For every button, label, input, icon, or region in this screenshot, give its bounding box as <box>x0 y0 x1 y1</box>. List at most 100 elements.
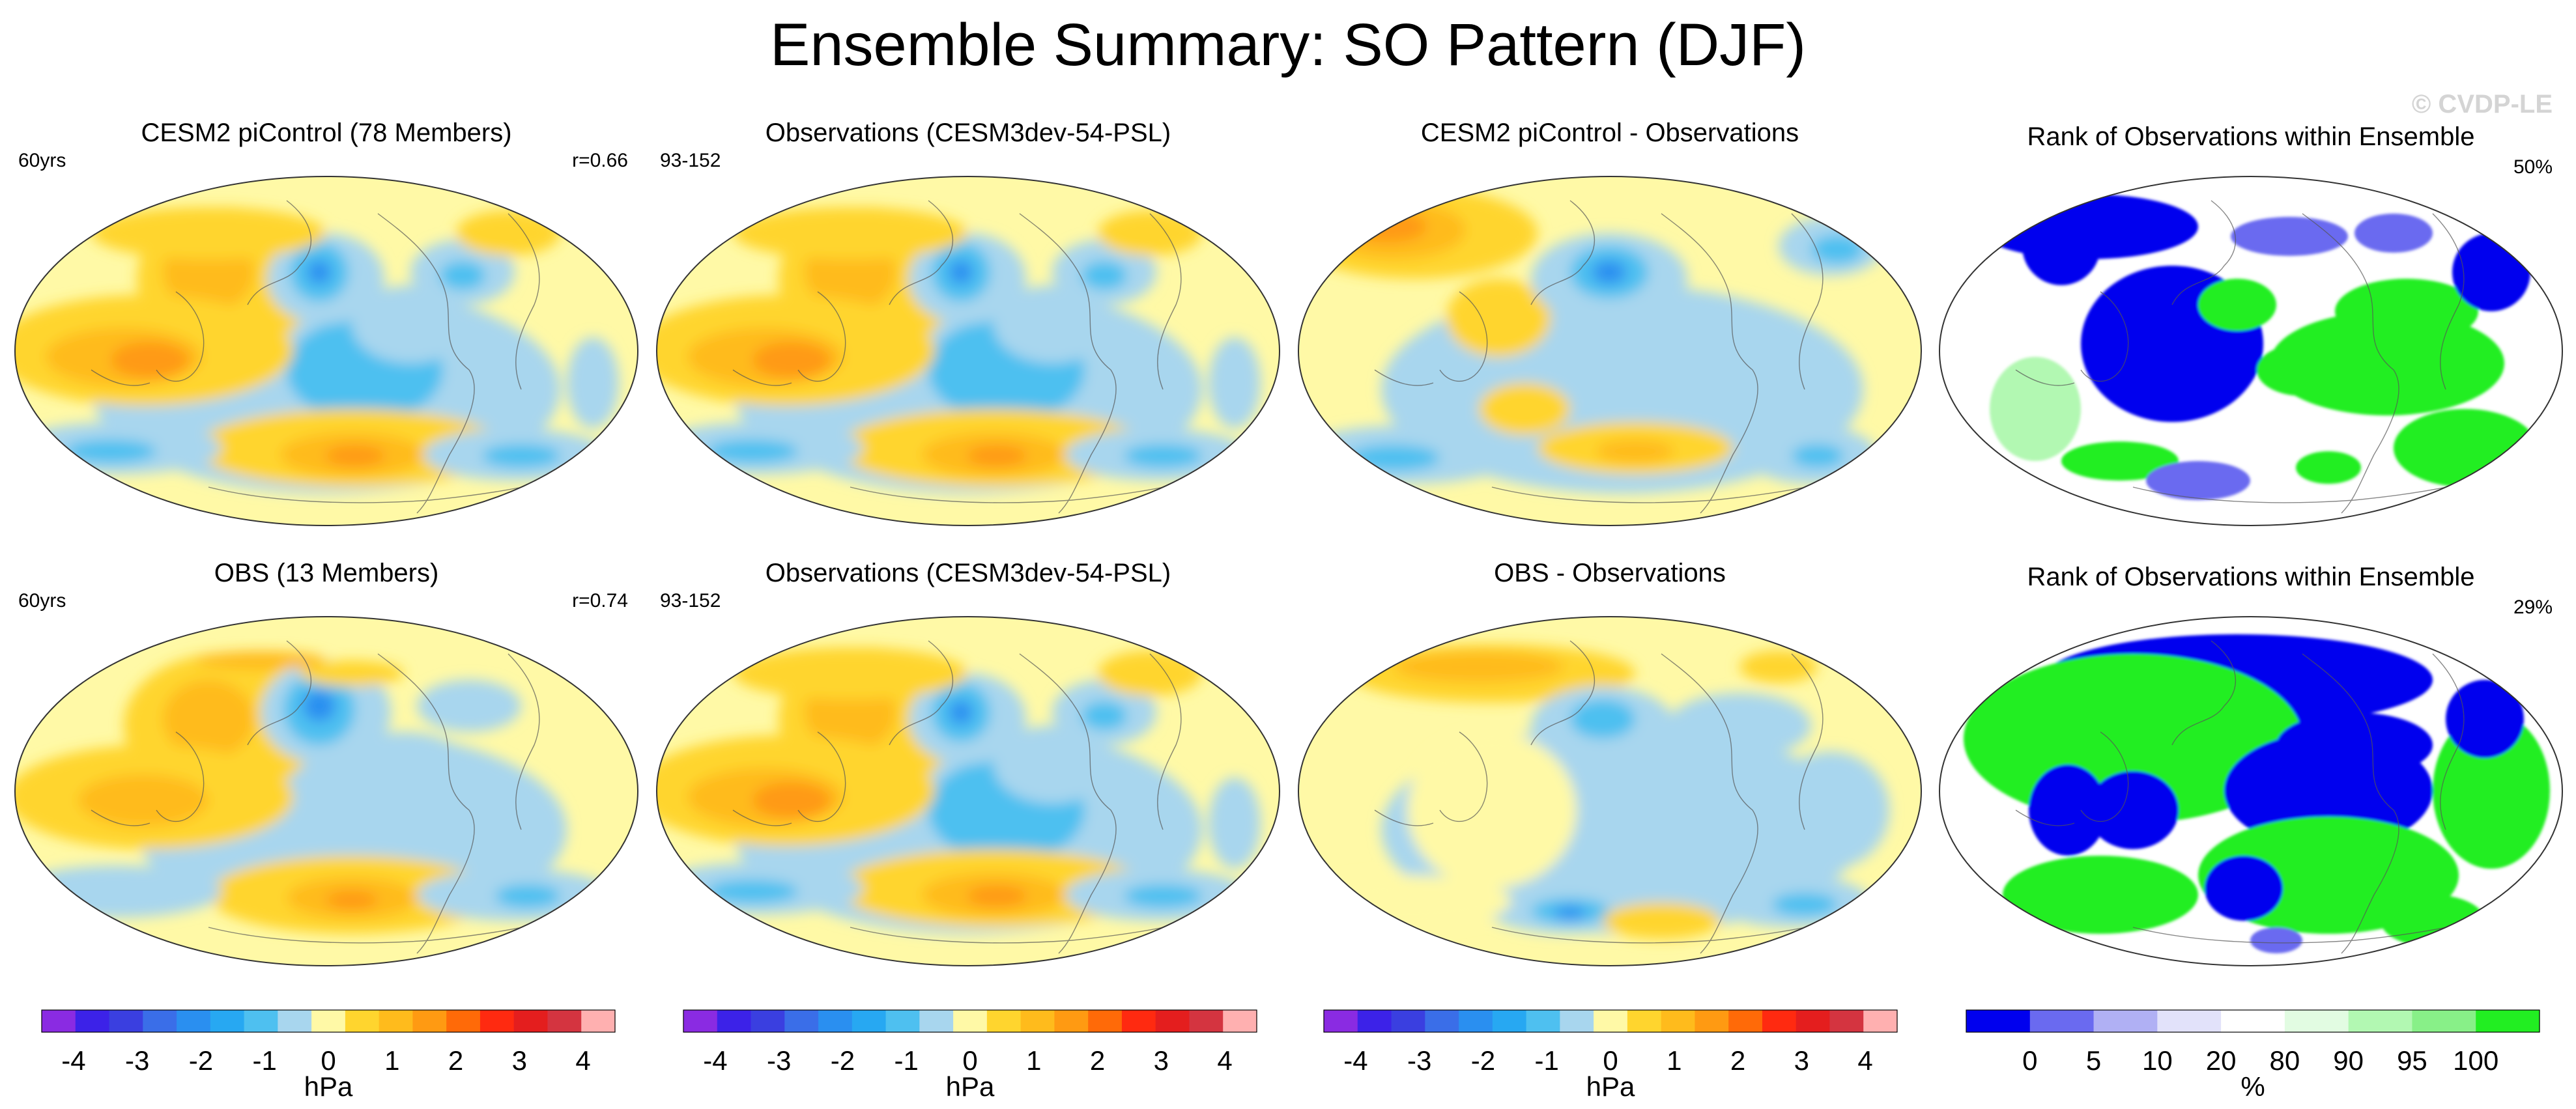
map-r2c3 <box>1298 616 1922 966</box>
contour-region <box>482 444 560 468</box>
contour-region <box>65 440 156 463</box>
colorbar-tick-label: -1 <box>894 1045 919 1076</box>
contour-region <box>2100 324 2218 415</box>
contour-region <box>495 884 560 908</box>
map-border <box>1298 176 1922 526</box>
contour-region <box>1592 260 1626 284</box>
colorbar-swatch <box>210 1010 245 1032</box>
map-r2c1 <box>14 616 638 966</box>
colorbar-swatch <box>1357 1010 1392 1032</box>
map-r1c3 <box>1298 176 1922 526</box>
years-label: 60yrs <box>18 590 66 611</box>
colorbar-tick-label: -3 <box>1407 1045 1431 1076</box>
contour-region <box>2205 856 2283 921</box>
colorbar-swatch <box>1560 1010 1594 1032</box>
contour-region <box>303 690 336 722</box>
map-r1c4 <box>1939 176 2563 526</box>
contour-region <box>2146 461 2250 500</box>
map-border <box>1939 176 2563 526</box>
coastline <box>1019 653 1117 954</box>
colorbar-tick-label: -2 <box>189 1045 213 1076</box>
contour-region <box>1554 906 1586 919</box>
colorbar-1: -4 -3 -2 -1 0 1 2 3 4 hPa <box>41 1006 616 1104</box>
panel-title: OBS - Observations <box>1494 559 1726 587</box>
panel-r2c2: Observations (CESM3dev-54-PSL) 93-152 <box>647 557 1289 974</box>
contour-region <box>949 701 973 724</box>
colorbar-swatch <box>1324 1010 1358 1032</box>
coastlines <box>1374 200 1857 514</box>
contour-region <box>1479 383 1570 435</box>
colorbar-tick-label: 3 <box>1154 1045 1169 1076</box>
coastline <box>2432 213 2465 390</box>
map-border <box>1939 616 2563 966</box>
colorbar-frame <box>1323 1009 1898 1033</box>
colorbar-swatch <box>885 1010 920 1032</box>
colorbar-tick-label: -4 <box>61 1045 85 1076</box>
colorbar-tick-label: 0 <box>2022 1045 2037 1076</box>
contour-region <box>326 891 378 909</box>
colorbar-swatch <box>1223 1010 1257 1032</box>
contour-region <box>707 440 798 463</box>
colorbar-swatch <box>345 1010 380 1032</box>
colorbar-tick-label: 1 <box>1026 1045 1041 1076</box>
contour-region <box>1772 893 1837 916</box>
contour-region <box>15 865 222 918</box>
colorbar-tick-label: 90 <box>2333 1045 2364 1076</box>
coastlines <box>91 200 574 514</box>
colorbar-swatch <box>42 1010 76 1032</box>
panel-r2c3: OBS - Observations <box>1289 557 1931 974</box>
colorbar-swatch <box>2348 1010 2413 1032</box>
panel-title: OBS (13 Members) <box>214 559 439 587</box>
contour-region <box>417 680 521 732</box>
panel-r2c1: OBS (13 Members) 60yrs r=0.74 <box>5 557 648 974</box>
contour-region <box>440 261 485 290</box>
colorbar-tick-label: -1 <box>1535 1045 1559 1076</box>
contour-region <box>2198 279 2276 331</box>
contour-region <box>2250 927 2302 953</box>
contour-region <box>1739 651 1818 683</box>
colorbar-swatch <box>1121 1010 1156 1032</box>
colorbar-swatch <box>683 1010 718 1032</box>
contour-region <box>163 680 254 758</box>
coastline <box>377 213 475 514</box>
coastline <box>1439 731 1488 822</box>
contour-region <box>2029 765 2107 856</box>
map-field <box>1298 617 1921 966</box>
contour-region <box>1081 701 1127 730</box>
map-border <box>14 616 638 966</box>
contour-region <box>308 260 331 284</box>
colorbar-swatch <box>278 1010 312 1032</box>
colorbar-swatch <box>513 1010 549 1032</box>
colorbar-tick-label: 2 <box>1090 1045 1105 1076</box>
contour-region <box>2061 442 2179 481</box>
colorbar-unit: hPa <box>945 1071 995 1102</box>
rank-percent-label: 29% <box>2513 597 2553 618</box>
panel-title: Observations (CESM3dev-54-PSL) <box>765 119 1171 147</box>
colorbar-swatch <box>1391 1010 1425 1032</box>
colorbar-tick-label: 0 <box>1603 1045 1618 1076</box>
contour-region <box>2022 207 2100 285</box>
colorbar-swatch <box>446 1010 481 1032</box>
colorbar-tick-label: -4 <box>1343 1045 1367 1076</box>
map-border <box>14 176 638 526</box>
colorbar-unit: hPa <box>1586 1071 1635 1102</box>
colorbar-swatch <box>1796 1010 1831 1032</box>
colorbar-tick-label: 100 <box>2453 1045 2498 1076</box>
contour-region <box>1990 357 2081 461</box>
map-border <box>1298 616 1922 966</box>
colorbar-tick-label: 1 <box>384 1045 399 1076</box>
colorbar-tick-label: -3 <box>125 1045 149 1076</box>
contour-region <box>1772 751 1889 869</box>
colorbar-swatch <box>244 1010 278 1032</box>
contour-region <box>352 285 469 363</box>
panel-r1c4: Rank of Observations within Ensemble 50% <box>1930 117 2572 534</box>
colorbar-tick-label: 2 <box>448 1045 463 1076</box>
colorbar-swatch <box>581 1010 616 1032</box>
contour-region <box>967 445 1027 466</box>
map-field <box>657 617 1280 966</box>
map-r1c1 <box>14 176 638 526</box>
coastline <box>732 809 792 826</box>
contour-region <box>325 445 385 466</box>
colorbar-swatch <box>1492 1010 1527 1032</box>
colorbar-tick-label: -3 <box>767 1045 791 1076</box>
